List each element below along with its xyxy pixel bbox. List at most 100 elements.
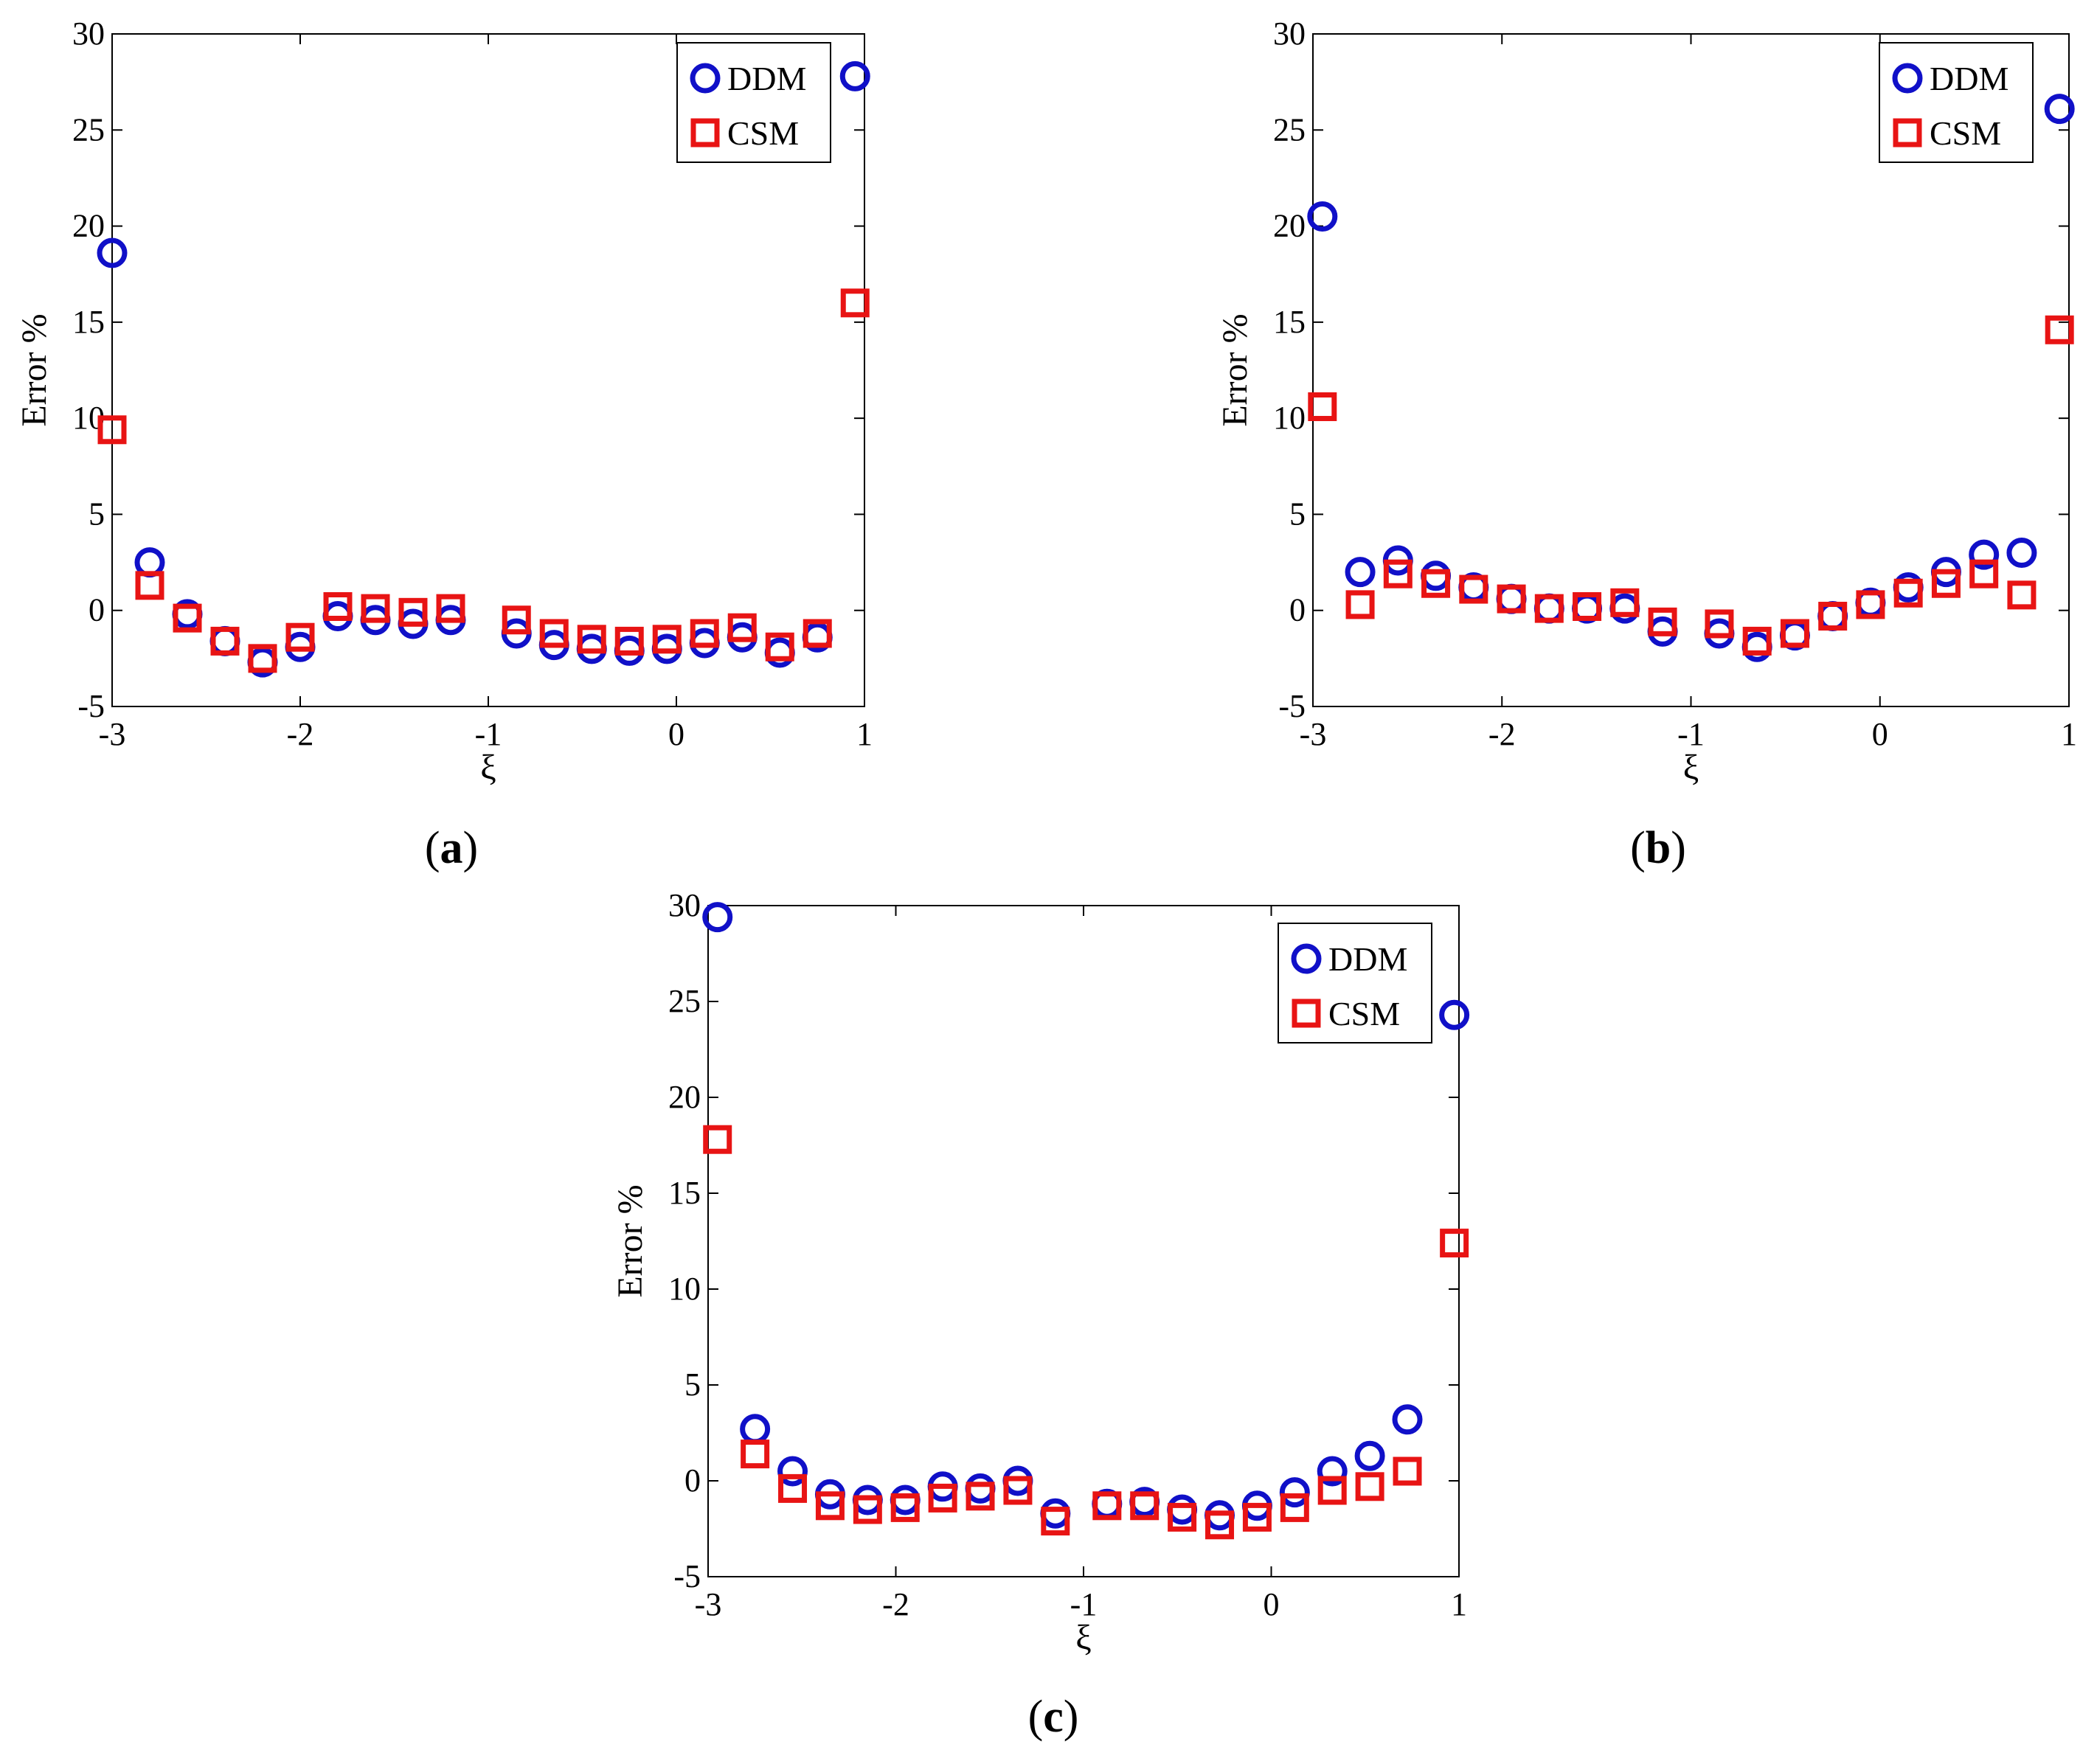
data-point-csm (1421, 569, 1451, 598)
legend-marker-ddm (1291, 943, 1322, 974)
data-point-csm (1459, 574, 1488, 604)
legend-label-csm: CSM (1328, 995, 1400, 1032)
x-tick-label: -3 (99, 716, 126, 752)
data-point-csm (840, 288, 870, 318)
data-point-ddm (1817, 601, 1848, 632)
data-point-ddm (702, 902, 733, 933)
data-point-csm (135, 571, 164, 600)
panel-caption: (c) (1028, 1692, 1079, 1742)
data-point-csm (1092, 1491, 1122, 1521)
data-point-ddm (965, 1473, 996, 1504)
legend: DDM CSM (676, 42, 831, 163)
data-point-csm (1497, 584, 1526, 614)
data-point-csm (815, 1491, 845, 1521)
y-tick-label: 30 (1273, 15, 1306, 52)
data-point-csm (1280, 1493, 1309, 1522)
caption-open-paren: ( (1630, 823, 1646, 873)
data-point-csm (1003, 1476, 1033, 1505)
y-tick-label: -5 (1278, 688, 1306, 724)
data-point-csm (398, 597, 428, 627)
data-point-ddm (97, 237, 128, 268)
legend-label-ddm: DDM (727, 60, 806, 97)
data-point-ddm (1279, 1477, 1310, 1508)
panel-caption: (a) (425, 823, 478, 873)
data-point-csm (502, 605, 531, 635)
data-point-csm (2045, 315, 2074, 344)
data-point-csm (1573, 592, 1602, 622)
data-point-csm (652, 625, 682, 654)
caption-letter: a (440, 823, 463, 873)
y-tick-label: 30 (72, 15, 105, 52)
x-tick-label: 1 (856, 716, 873, 752)
data-point-csm (1393, 1456, 1422, 1486)
data-point-csm (1893, 578, 1923, 608)
caption-close-paren: ) (463, 823, 479, 873)
x-axis-label: ξ (480, 748, 496, 787)
y-tick-label: 25 (72, 111, 105, 147)
data-point-ddm (764, 637, 795, 668)
data-point-csm (741, 1440, 770, 1469)
data-point-ddm (1439, 999, 1470, 1030)
data-point-csm (1168, 1502, 1197, 1532)
x-tick-label: -2 (1488, 716, 1516, 752)
x-tick-label: -2 (287, 716, 314, 752)
data-point-csm (2007, 580, 2037, 610)
data-point-csm (1969, 559, 1999, 588)
y-tick-label: 25 (1273, 111, 1306, 147)
data-point-csm (577, 625, 606, 654)
y-tick-label: 5 (684, 1367, 701, 1403)
data-point-csm (778, 1473, 808, 1503)
legend-label-ddm: DDM (1328, 940, 1407, 978)
x-tick-label: -2 (882, 1586, 909, 1622)
data-point-csm (727, 613, 757, 642)
caption-letter: b (1646, 823, 1671, 873)
data-point-ddm (1609, 593, 1640, 624)
legend: DDM CSM (1278, 923, 1432, 1044)
y-axis-label: Error % (15, 313, 54, 426)
data-point-ddm (1307, 201, 1338, 232)
legend-marker-csm (1893, 118, 1922, 147)
x-tick-label: 0 (1872, 716, 1888, 752)
data-point-csm (361, 594, 390, 623)
y-tick-label: 0 (89, 592, 105, 628)
y-tick-label: 20 (1273, 208, 1306, 244)
data-point-csm (1041, 1507, 1070, 1536)
data-point-csm (210, 626, 240, 656)
data-point-csm (1205, 1510, 1235, 1540)
x-axis-label: ξ (1683, 748, 1699, 787)
y-tick-label: 30 (668, 887, 701, 923)
legend-marker-csm (1292, 999, 1321, 1028)
data-point-ddm (1354, 1440, 1385, 1471)
legend: DDM CSM (1879, 42, 2034, 163)
x-axis-label: ξ (1075, 1618, 1091, 1657)
data-point-ddm (209, 625, 240, 656)
x-tick-label: -1 (1677, 716, 1705, 752)
y-tick-label: 5 (1289, 496, 1306, 532)
x-tick-label: 0 (668, 716, 684, 752)
y-tick-label: 0 (684, 1462, 701, 1499)
caption-letter: c (1043, 1692, 1064, 1742)
data-point-ddm (1317, 1456, 1348, 1487)
data-point-ddm (1893, 572, 1924, 603)
chart-panel-c: -3 -2 -1 0 1 -5 0 5 10 15 20 25 30 ξ Error % DDM CSM (c) (611, 887, 1470, 1742)
data-point-ddm (777, 1456, 808, 1487)
y-tick-label: 15 (72, 304, 105, 340)
data-point-csm (1308, 392, 1337, 422)
y-tick-label: 0 (1289, 592, 1306, 628)
y-axis-label: Error % (1216, 313, 1255, 426)
data-point-ddm (890, 1485, 921, 1515)
caption-open-paren: ( (1028, 1692, 1044, 1742)
chart-panel-b: -3 -2 -1 0 1 -5 0 5 10 15 20 25 30 ξ Error % DDM CSM (b) (1216, 15, 2077, 873)
x-tick-label: -1 (1070, 1586, 1098, 1622)
legend-marker-ddm (690, 63, 721, 94)
data-point-csm (1780, 619, 1809, 648)
y-tick-label: 10 (668, 1271, 701, 1307)
data-point-csm (803, 619, 832, 648)
y-tick-label: 15 (1273, 304, 1306, 340)
legend-label-ddm: DDM (1930, 60, 2008, 97)
data-point-csm (765, 632, 794, 662)
data-point-ddm (1167, 1494, 1198, 1525)
data-point-csm (966, 1482, 995, 1511)
